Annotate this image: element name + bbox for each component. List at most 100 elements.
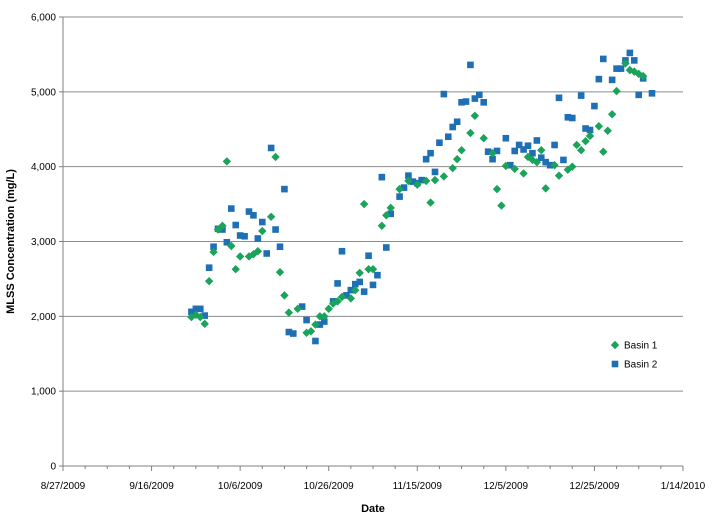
data-point bbox=[289, 330, 297, 337]
legend-label: Basin 2 bbox=[624, 360, 658, 371]
data-point bbox=[293, 304, 302, 314]
data-point bbox=[440, 90, 448, 98]
data-point bbox=[585, 131, 595, 141]
data-point bbox=[343, 292, 350, 299]
data-point bbox=[253, 247, 263, 256]
data-point bbox=[520, 146, 527, 153]
data-point bbox=[519, 169, 528, 178]
data-point bbox=[356, 278, 364, 286]
data-point bbox=[493, 147, 501, 155]
data-point bbox=[250, 212, 257, 219]
data-point bbox=[266, 212, 276, 222]
data-point bbox=[564, 113, 572, 121]
data-point bbox=[462, 98, 470, 105]
y-tick-label: 1,000 bbox=[31, 387, 56, 398]
data-point bbox=[338, 247, 346, 255]
data-point bbox=[360, 288, 368, 295]
data-point bbox=[452, 154, 462, 164]
data-point bbox=[430, 175, 440, 185]
data-point bbox=[626, 49, 634, 57]
data-point bbox=[275, 267, 285, 277]
data-point bbox=[630, 57, 638, 64]
data-point bbox=[421, 176, 431, 186]
data-point bbox=[595, 75, 603, 83]
data-point bbox=[532, 157, 542, 167]
data-point bbox=[196, 312, 205, 322]
data-point bbox=[188, 308, 195, 316]
axes: 0 1,000 2,000 3,000 4,000 5,000 6,000 8/27/2009… bbox=[31, 13, 706, 493]
data-point bbox=[497, 201, 506, 210]
data-point bbox=[285, 328, 293, 336]
x-tick-label: 9/16/2009 bbox=[129, 481, 174, 492]
data-point bbox=[568, 114, 576, 122]
x-tick-label: 12/5/2009 bbox=[484, 481, 529, 492]
data-point bbox=[346, 294, 356, 303]
data-point bbox=[418, 176, 426, 184]
data-point bbox=[648, 90, 656, 97]
data-point bbox=[382, 244, 390, 251]
data-point bbox=[223, 238, 231, 246]
data-point bbox=[537, 146, 546, 155]
data-point bbox=[245, 208, 253, 215]
data-point bbox=[510, 164, 519, 174]
data-point bbox=[324, 304, 333, 314]
data-point bbox=[625, 65, 635, 75]
data-point bbox=[280, 291, 289, 300]
y-axis-title: MLSS Concentration (mg/L) bbox=[5, 169, 17, 314]
data-point bbox=[254, 235, 262, 242]
data-point bbox=[515, 141, 523, 149]
data-point bbox=[599, 55, 607, 63]
y-tick-label: 5,000 bbox=[31, 87, 56, 98]
data-point bbox=[444, 133, 452, 141]
data-point bbox=[582, 125, 589, 132]
data-point bbox=[431, 168, 439, 176]
data-point bbox=[524, 142, 532, 150]
data-point bbox=[546, 161, 554, 169]
data-point bbox=[311, 320, 320, 329]
data-point bbox=[470, 111, 480, 120]
data-point bbox=[236, 232, 244, 239]
x-tick-label: 8/27/2009 bbox=[41, 481, 86, 492]
data-point bbox=[603, 126, 612, 135]
data-point bbox=[550, 160, 559, 170]
data-point bbox=[576, 146, 586, 155]
data-point bbox=[533, 137, 541, 144]
legend-label: Basin 1 bbox=[624, 341, 658, 352]
data-point bbox=[386, 203, 395, 213]
data-point bbox=[635, 91, 643, 99]
data-point bbox=[320, 312, 329, 321]
data-point bbox=[591, 102, 598, 110]
data-point bbox=[316, 321, 324, 328]
data-point bbox=[479, 134, 488, 143]
data-point bbox=[502, 134, 510, 142]
data-point bbox=[351, 280, 359, 288]
data-point bbox=[364, 264, 373, 274]
data-point bbox=[436, 139, 443, 147]
data-point bbox=[218, 221, 227, 230]
data-point bbox=[529, 149, 536, 157]
data-point bbox=[222, 157, 232, 166]
data-point bbox=[475, 91, 483, 99]
data-point bbox=[374, 271, 381, 279]
data-point bbox=[581, 137, 590, 146]
data-point bbox=[555, 94, 563, 102]
y-tick-label: 6,000 bbox=[31, 13, 56, 24]
x-axis-title: Date bbox=[361, 503, 385, 515]
data-point bbox=[396, 193, 403, 200]
data-point bbox=[638, 71, 648, 81]
data-point bbox=[563, 165, 573, 174]
data-point bbox=[271, 152, 280, 162]
data-point bbox=[192, 305, 200, 313]
data-point bbox=[235, 252, 245, 261]
y-tick-label: 2,000 bbox=[31, 312, 56, 323]
data-point bbox=[231, 264, 240, 274]
data-point bbox=[400, 184, 408, 191]
data-point bbox=[492, 184, 502, 194]
data-point bbox=[542, 158, 550, 166]
data-point bbox=[210, 243, 217, 251]
data-point bbox=[448, 163, 457, 173]
legend-marker bbox=[611, 360, 619, 368]
data-point bbox=[320, 318, 328, 325]
